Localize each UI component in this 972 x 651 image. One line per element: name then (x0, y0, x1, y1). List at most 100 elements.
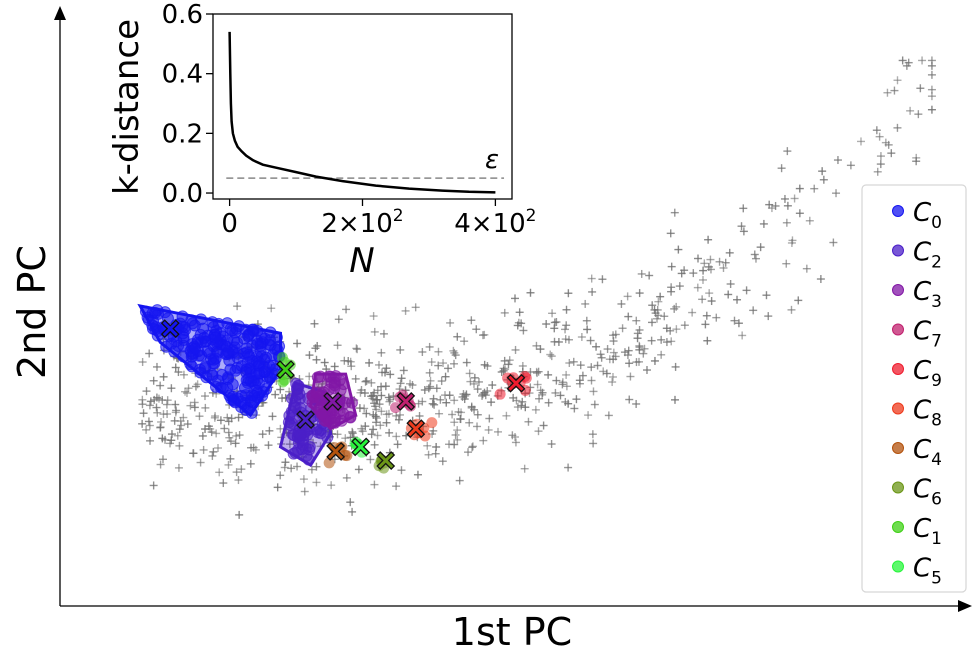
noise-point (500, 356, 509, 365)
noise-point (647, 336, 656, 345)
noise-point (468, 443, 477, 452)
noise-point (520, 464, 529, 473)
noise-point (346, 498, 355, 507)
noise-point (816, 275, 825, 284)
cluster-point (290, 377, 303, 390)
noise-point (233, 302, 242, 311)
noise-point (699, 266, 708, 275)
noise-point (470, 373, 479, 382)
noise-point (156, 423, 165, 432)
noise-point (485, 414, 494, 423)
noise-point (423, 441, 432, 450)
noise-point (153, 408, 162, 417)
noise-point (539, 421, 548, 430)
noise-point (927, 56, 936, 65)
noise-point (927, 85, 936, 94)
noise-point (675, 282, 684, 291)
noise-point (382, 364, 391, 373)
noise-point (305, 351, 314, 360)
noise-point (703, 336, 712, 345)
noise-point (704, 235, 713, 244)
noise-point (680, 321, 689, 330)
noise-point (721, 258, 730, 267)
noise-point (564, 289, 573, 298)
noise-point (487, 398, 496, 407)
noise-point (556, 391, 565, 400)
noise-point (581, 299, 590, 308)
noise-points (138, 56, 936, 519)
noise-point (666, 229, 675, 238)
noise-point (209, 447, 218, 456)
noise-point (750, 250, 759, 259)
cluster-point (149, 306, 162, 319)
noise-point (411, 303, 420, 312)
cluster-point (206, 316, 219, 329)
inset-x-tick-label: 0 (221, 209, 238, 239)
legend-swatch (892, 521, 904, 533)
noise-point (650, 356, 659, 365)
noise-point (144, 417, 153, 426)
noise-point (156, 460, 165, 469)
cluster-point (344, 410, 357, 423)
noise-point (212, 429, 221, 438)
noise-point (333, 341, 342, 350)
main-x-label: 1st PC (452, 610, 572, 651)
cluster-point (292, 443, 305, 456)
noise-point (660, 312, 669, 321)
noise-point (231, 439, 240, 448)
noise-point (273, 483, 282, 492)
noise-point (434, 361, 443, 370)
legend-swatch (892, 442, 904, 454)
noise-point (156, 381, 165, 390)
noise-point (484, 425, 493, 434)
noise-point (149, 481, 158, 490)
noise-point (418, 347, 427, 356)
noise-point (312, 355, 321, 364)
noise-point (333, 430, 342, 439)
noise-point (468, 442, 477, 451)
noise-point (264, 441, 273, 450)
noise-point (526, 288, 535, 297)
cluster-point (235, 395, 248, 408)
cluster-point (243, 350, 256, 363)
noise-point (608, 372, 617, 381)
noise-point (513, 321, 522, 330)
noise-point (625, 359, 634, 368)
noise-point (564, 463, 573, 472)
noise-point (724, 290, 733, 299)
noise-point (370, 327, 379, 336)
legend-swatch (892, 481, 904, 494)
noise-point (348, 427, 357, 436)
noise-point (342, 305, 351, 314)
noise-point (832, 189, 841, 198)
noise-point (396, 379, 405, 388)
cluster-point (329, 411, 342, 424)
cluster-point (209, 331, 222, 344)
noise-point (384, 393, 393, 402)
noise-point (473, 422, 482, 431)
cluster-point (222, 346, 235, 359)
noise-point (777, 164, 786, 173)
noise-point (698, 295, 707, 304)
noise-point (362, 376, 371, 385)
noise-point (401, 306, 410, 315)
noise-point (201, 425, 210, 434)
noise-point (225, 433, 234, 442)
noise-point (715, 257, 724, 266)
legend-swatch (892, 284, 904, 296)
noise-point (653, 305, 662, 314)
inset-x-tick-label: 2×102 (321, 206, 403, 239)
noise-point (552, 376, 561, 385)
noise-point (368, 391, 377, 400)
noise-point (152, 362, 161, 371)
noise-point (420, 385, 429, 394)
noise-point (587, 274, 596, 283)
noise-point (351, 374, 360, 383)
noise-point (914, 110, 923, 119)
cluster-point (242, 372, 255, 385)
noise-point (176, 417, 185, 426)
noise-point (765, 200, 774, 209)
noise-point (342, 473, 351, 482)
noise-point (759, 219, 768, 228)
noise-point (518, 397, 527, 406)
